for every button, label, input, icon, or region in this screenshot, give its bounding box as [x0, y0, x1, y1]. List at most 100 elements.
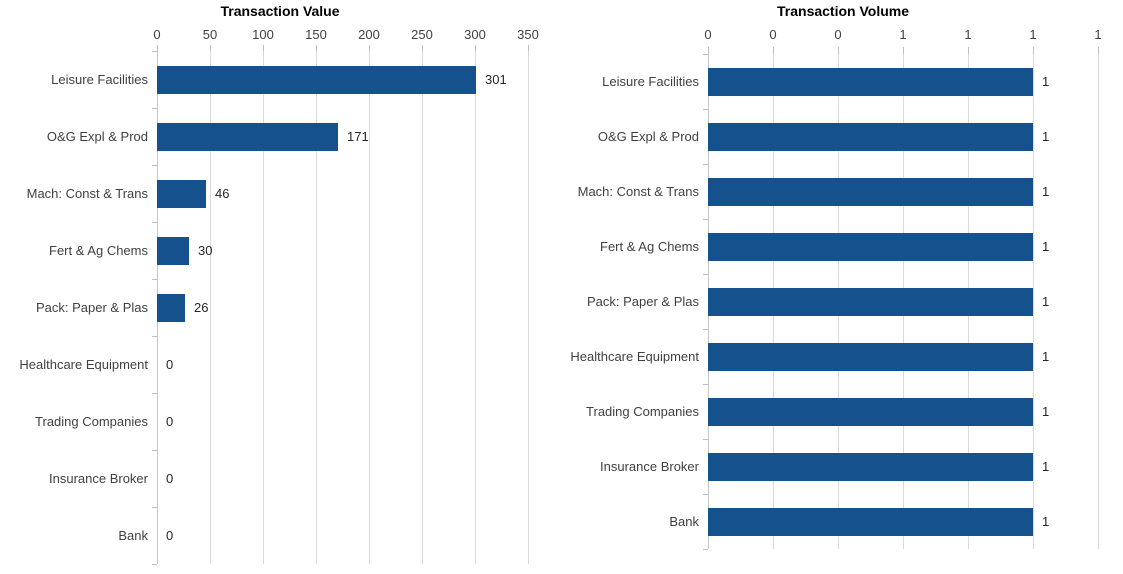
category-label: Fert & Ag Chems: [49, 243, 148, 258]
category-axis-tick: [152, 279, 157, 280]
value-axis-tick: [422, 45, 423, 51]
category-axis-tick: [152, 108, 157, 109]
category-axis-tick: [703, 329, 708, 330]
value-axis-tick-label: 0: [704, 27, 712, 42]
value-axis-tick-label: 1: [1029, 27, 1037, 42]
bar: [157, 180, 206, 208]
bar: [708, 288, 1033, 316]
category-label: Pack: Paper & Plas: [36, 300, 148, 315]
bar: [157, 66, 476, 94]
data-label: 46: [215, 186, 230, 201]
value-axis-tick: [968, 47, 969, 54]
value-axis-tick-label: 50: [202, 27, 218, 42]
category-axis-tick: [703, 549, 708, 550]
value-axis-tick: [528, 45, 529, 51]
category-label: Bank: [118, 528, 148, 543]
bar: [157, 237, 189, 265]
value-axis-tick-label: 300: [464, 27, 486, 42]
value-axis-tick-label: 350: [517, 27, 539, 42]
category-label: Pack: Paper & Plas: [587, 294, 699, 309]
vertical-gridline: [422, 51, 423, 564]
value-axis-tick-label: 150: [305, 27, 327, 42]
data-label: 1: [1042, 294, 1050, 309]
bar: [708, 233, 1033, 261]
value-axis-tick: [838, 47, 839, 54]
category-axis-tick: [152, 393, 157, 394]
category-label: Leisure Facilities: [51, 72, 148, 87]
vertical-gridline: [475, 51, 476, 564]
category-label: Healthcare Equipment: [19, 357, 148, 372]
transaction-value-chart: Transaction Value 0 50 100 150 200 250 300 350 L…: [0, 0, 560, 574]
value-axis-tick-label: 200: [358, 27, 380, 42]
bar: [708, 453, 1033, 481]
category-axis-tick: [152, 165, 157, 166]
vertical-gridline: [210, 51, 211, 564]
data-label: 1: [1042, 74, 1050, 89]
value-axis-tick: [369, 45, 370, 51]
value-axis-tick: [773, 47, 774, 54]
value-axis-tick: [1033, 47, 1034, 54]
value-axis-tick-label: 0: [834, 27, 842, 42]
category-label: Insurance Broker: [49, 471, 148, 486]
value-axis-tick: [1098, 47, 1099, 54]
category-axis-tick: [152, 450, 157, 451]
category-axis-tick: [152, 51, 157, 52]
value-axis-tick-label: 1: [964, 27, 972, 42]
value-axis-tick-label: 0: [769, 27, 777, 42]
category-axis-tick: [703, 439, 708, 440]
category-axis-tick: [152, 564, 157, 565]
category-axis-tick: [703, 219, 708, 220]
category-axis-tick: [703, 384, 708, 385]
category-label: O&G Expl & Prod: [46, 129, 148, 144]
data-label: 30: [198, 243, 213, 258]
vertical-gridline: [263, 51, 264, 564]
category-axis-tick: [152, 336, 157, 337]
data-label: 0: [166, 471, 174, 486]
value-axis-tick-label: 1: [899, 27, 907, 42]
data-label: 1: [1042, 514, 1050, 529]
bar: [708, 398, 1033, 426]
value-axis-tick: [475, 45, 476, 51]
bar: [708, 178, 1033, 206]
value-axis-tick: [708, 47, 709, 54]
data-label: 1: [1042, 129, 1050, 144]
bar: [157, 123, 338, 151]
transaction-value-chart-title: Transaction Value: [220, 3, 340, 19]
value-axis-tick: [903, 47, 904, 54]
category-label: O&G Expl & Prod: [597, 129, 699, 144]
category-label: Trading Companies: [586, 404, 699, 419]
value-axis-tick: [210, 45, 211, 51]
bar: [157, 294, 185, 322]
data-label: 171: [347, 129, 369, 144]
data-label: 1: [1042, 404, 1050, 419]
value-axis-tick-label: 0: [153, 27, 161, 42]
category-label: Leisure Facilities: [602, 74, 699, 89]
data-label: 1: [1042, 459, 1050, 474]
category-label: Bank: [669, 514, 699, 529]
category-axis-tick: [703, 494, 708, 495]
vertical-gridline: [1033, 54, 1034, 549]
category-axis-tick: [703, 164, 708, 165]
category-label: Trading Companies: [35, 414, 148, 429]
bar: [708, 508, 1033, 536]
value-axis-tick: [316, 45, 317, 51]
category-label: Mach: Const & Trans: [26, 186, 148, 201]
data-label: 1: [1042, 184, 1050, 199]
vertical-gridline: [369, 51, 370, 564]
value-axis-tick-label: 100: [252, 27, 274, 42]
vertical-gridline: [528, 51, 529, 564]
category-label: Healthcare Equipment: [570, 349, 699, 364]
vertical-gridline: [316, 51, 317, 564]
value-axis-tick: [157, 45, 158, 51]
category-axis-tick: [152, 222, 157, 223]
data-label: 301: [485, 72, 507, 87]
category-axis-tick: [152, 507, 157, 508]
category-label: Mach: Const & Trans: [577, 184, 699, 199]
data-label: 0: [166, 528, 174, 543]
data-label: 1: [1042, 349, 1050, 364]
category-axis-tick: [703, 54, 708, 55]
value-axis-tick: [263, 45, 264, 51]
data-label: 1: [1042, 239, 1050, 254]
data-label: 0: [166, 357, 174, 372]
